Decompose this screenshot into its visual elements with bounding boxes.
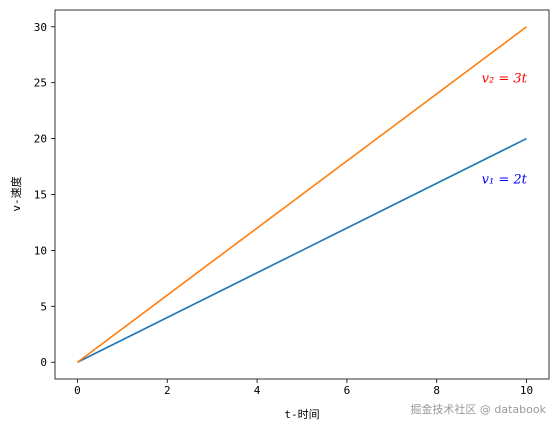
y-tick-label: 10 bbox=[34, 244, 47, 257]
y-tick-label: 20 bbox=[34, 133, 47, 146]
x-tick-label: 8 bbox=[433, 384, 440, 397]
annotation: v₁ = 2t bbox=[482, 172, 528, 187]
annotation: v₂ = 3t bbox=[482, 72, 528, 87]
y-axis-label: v-速度 bbox=[9, 176, 23, 211]
y-tick-label: 25 bbox=[34, 77, 47, 90]
x-axis-label: t-时间 bbox=[284, 408, 319, 421]
y-tick-label: 5 bbox=[40, 300, 47, 313]
y-tick-label: 30 bbox=[34, 21, 47, 34]
line-series bbox=[76, 26, 528, 363]
x-tick-label: 2 bbox=[164, 384, 171, 397]
x-tick-label: 0 bbox=[74, 384, 81, 397]
watermark: 掘金技术社区 @ databook bbox=[410, 402, 546, 416]
x-tick-label: 4 bbox=[254, 384, 261, 397]
y-tick-label: 15 bbox=[34, 189, 47, 202]
x-tick-label: 6 bbox=[344, 384, 351, 397]
x-tick-label: 10 bbox=[520, 384, 533, 397]
line-series bbox=[77, 137, 527, 363]
y-tick-label: 0 bbox=[40, 356, 47, 369]
